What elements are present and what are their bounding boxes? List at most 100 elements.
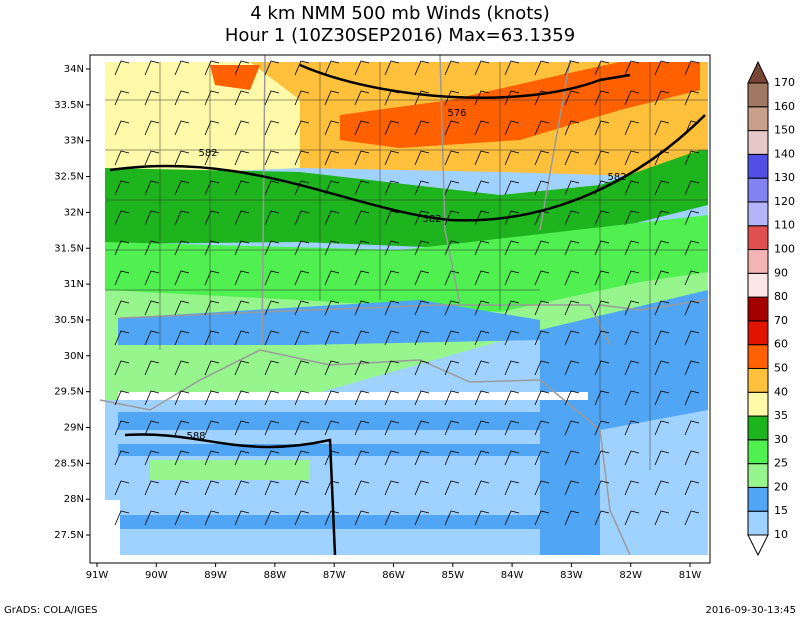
lon-label: 90W [145, 570, 168, 581]
wind-barb [384, 240, 400, 256]
colorbar-swatch [747, 463, 769, 488]
wind-barb [234, 480, 250, 496]
wind-barb [504, 390, 520, 406]
wind-barb [624, 510, 640, 526]
wind-barb [294, 360, 310, 376]
wind-barb [264, 300, 280, 316]
wind-barb [384, 60, 400, 76]
wind-barb [144, 480, 160, 496]
wind-barb [354, 480, 370, 496]
wind-barb [144, 210, 160, 226]
wind-barb [594, 480, 610, 496]
wind-barb [324, 510, 340, 526]
wind-barb [414, 360, 430, 376]
wind-barb [414, 60, 430, 76]
wind-barb [474, 390, 490, 406]
colorbar-label: 20 [774, 480, 788, 493]
wind-barb [444, 360, 460, 376]
wind-barb [504, 60, 520, 76]
wind-barb [144, 390, 160, 406]
wind-barb [654, 60, 670, 76]
colorbar-label: 50 [774, 361, 788, 374]
wind-barb [384, 150, 400, 166]
wind-barb [684, 120, 700, 136]
wind-barb [294, 120, 310, 136]
wind-barb [144, 90, 160, 106]
wind-barb [444, 240, 460, 256]
wind-barb [354, 450, 370, 466]
wind-barb [294, 180, 310, 196]
lat-label: 27.5N [54, 530, 84, 541]
fill [210, 65, 260, 90]
wind-barb [234, 300, 250, 316]
wind-barb [654, 480, 670, 496]
wind-barb [324, 360, 340, 376]
wind-barb [414, 390, 430, 406]
wind-barb [414, 450, 430, 466]
wind-barb [474, 270, 490, 286]
colorbar-swatch [747, 320, 769, 346]
wind-barb [204, 270, 220, 286]
wind-fill [90, 62, 708, 555]
wind-barb [204, 390, 220, 406]
wind-barb [234, 390, 250, 406]
wind-barb [684, 240, 700, 256]
wind-barb [144, 240, 160, 256]
wind-barb [564, 90, 580, 106]
wind-barb [204, 510, 220, 526]
wind-barb [144, 420, 160, 436]
colorbar-label: 80 [774, 290, 788, 303]
wind-barb [384, 180, 400, 196]
wind-barb [204, 450, 220, 466]
wind-barb [204, 300, 220, 316]
lon-label: 85W [441, 570, 464, 581]
wind-barb [504, 120, 520, 136]
wind-barb [594, 510, 610, 526]
wind-barb [144, 270, 160, 286]
wind-barb [534, 150, 550, 166]
wind-barb [504, 240, 520, 256]
wind-barb [654, 120, 670, 136]
wind-barb [324, 240, 340, 256]
wind-barb [504, 150, 520, 166]
wind-barb [654, 270, 670, 286]
lat-label: 33N [64, 136, 84, 147]
wind-barb [234, 90, 250, 106]
wind-barb [564, 180, 580, 196]
footer-left: GrADS: COLA/IGES [4, 605, 98, 616]
wind-barb [504, 360, 520, 376]
wind-barb [114, 510, 130, 526]
wind-barb [384, 300, 400, 316]
wind-barb [174, 300, 190, 316]
wind-barb [624, 90, 640, 106]
wind-barb [534, 270, 550, 286]
wind-barb [594, 420, 610, 436]
wind-barb [114, 330, 130, 346]
lon-label: 87W [323, 570, 346, 581]
fill [150, 460, 310, 480]
wind-barb [564, 480, 580, 496]
wind-barb [294, 330, 310, 346]
wind-barb [234, 120, 250, 136]
wind-barb [264, 150, 280, 166]
fill [118, 392, 588, 400]
colorbar-swatch [747, 130, 769, 155]
wind-barb [354, 330, 370, 346]
colorbar-swatch [747, 415, 769, 441]
wind-barb [534, 60, 550, 76]
wind-barb [654, 180, 670, 196]
wind-barb [384, 420, 400, 436]
wind-barb [474, 180, 490, 196]
colorbar-label: 100 [774, 243, 795, 256]
footer-right: 2016-09-30-13:45 [705, 605, 796, 616]
fill [340, 62, 700, 148]
wind-barb [264, 360, 280, 376]
lat-label: 30.5N [54, 315, 84, 326]
lat-label: 33.5N [54, 100, 84, 111]
wind-barb [564, 330, 580, 346]
wind-barb [684, 390, 700, 406]
county-line [105, 62, 708, 470]
wind-barb [474, 120, 490, 136]
wind-barb [414, 240, 430, 256]
fill [118, 300, 540, 345]
